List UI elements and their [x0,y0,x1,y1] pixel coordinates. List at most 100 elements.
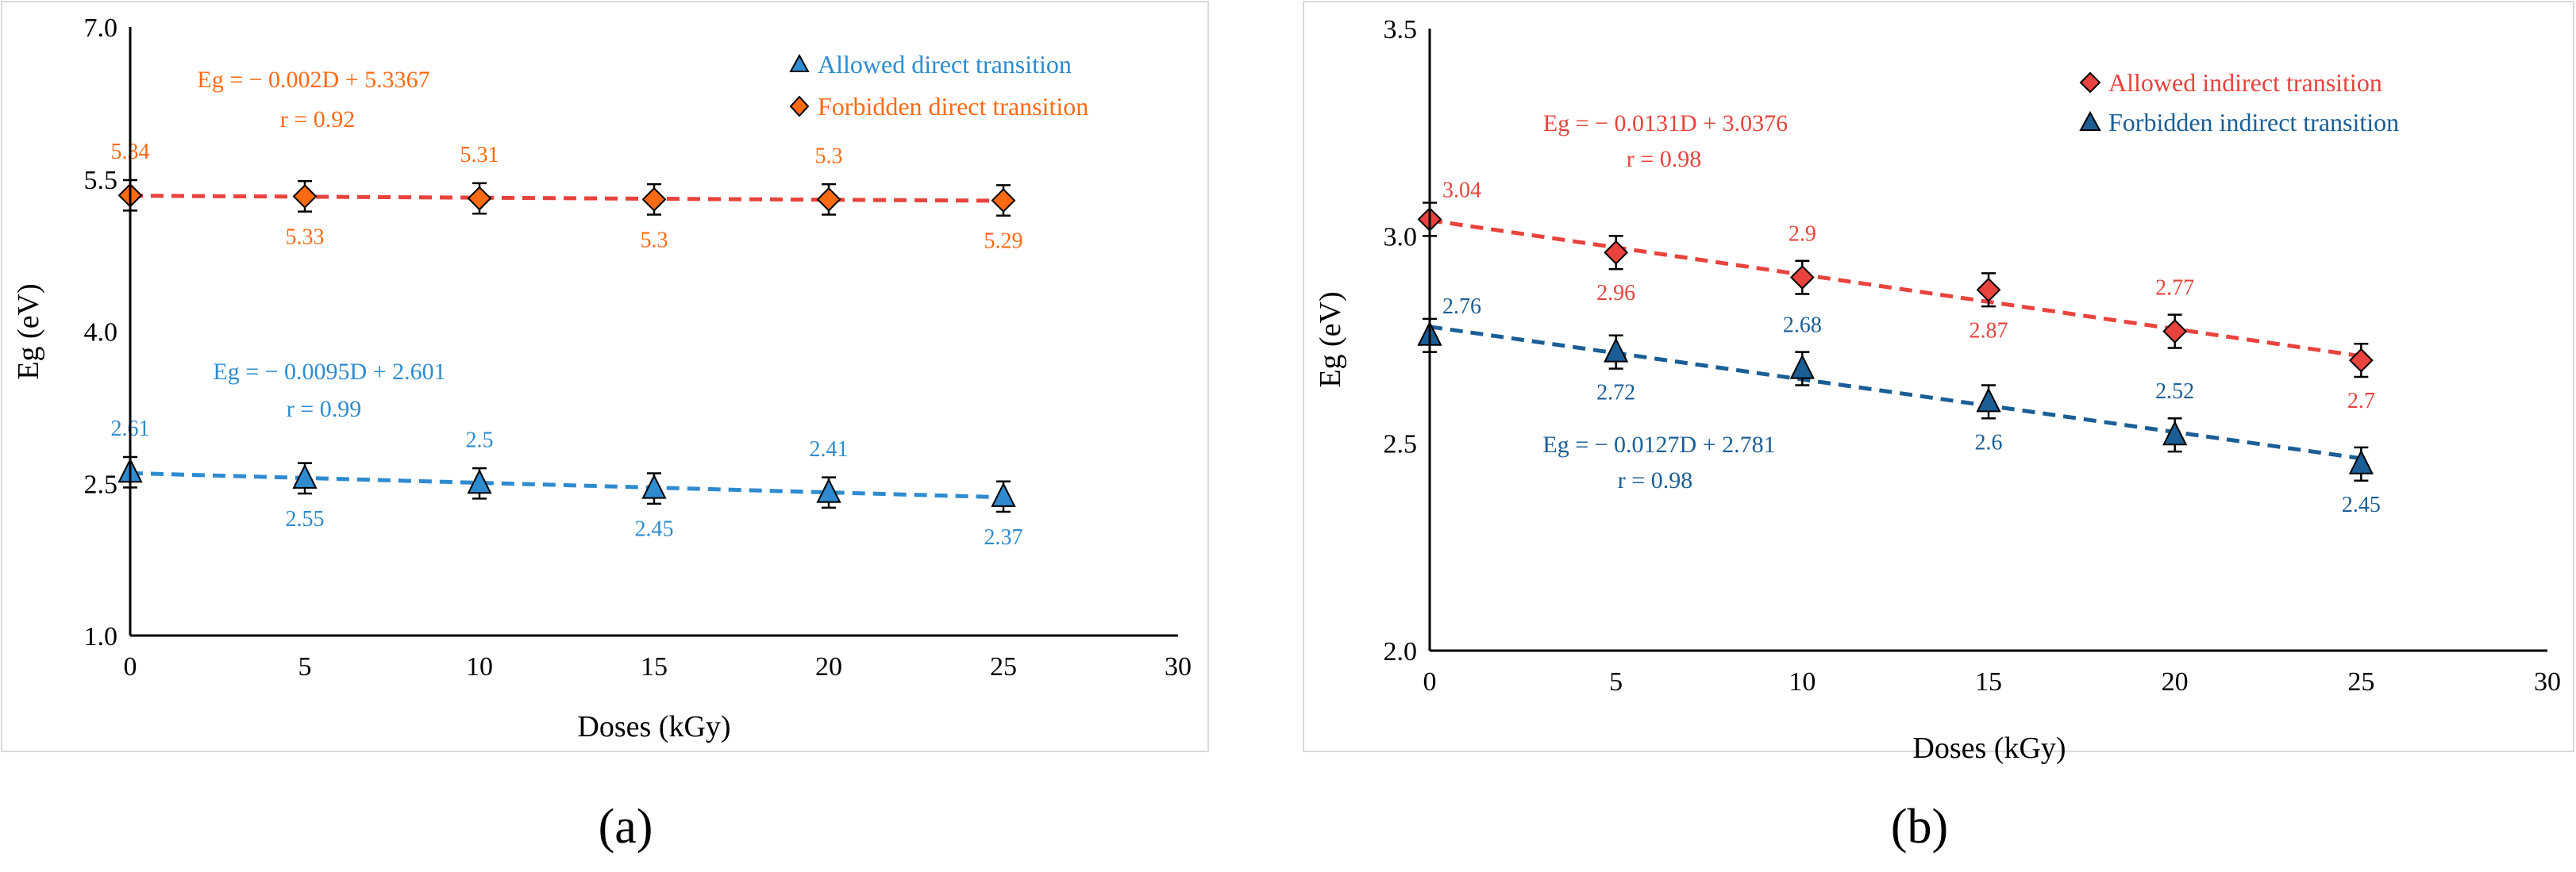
data-label: 2.37 [984,525,1023,550]
data-label: 2.45 [635,517,674,542]
data-point-diamond [467,186,492,211]
data-label: 2.77 [2155,276,2194,301]
data-point-triangle [816,478,841,503]
data-label: 2.45 [2342,493,2381,517]
panel-a-label: (a) [599,800,653,854]
panel-a-legend: Allowed direct transition Forbidden dire… [789,50,1088,121]
data-label: 2.96 [1596,281,1635,305]
data-point-triangle [2348,449,2374,474]
data-label: 2.87 [1970,318,2008,343]
panel-a-x-tick-labels: 0 5 10 15 20 25 30 [124,652,1192,682]
y-tick-label: 3.5 [1384,15,1418,44]
y-tick-label: 3.0 [1384,222,1418,252]
x-tick-label: 10 [1789,667,1816,697]
y-tick-label: 5.5 [84,166,118,195]
data-label: 2.76 [1442,294,1481,319]
x-tick-label: 0 [1423,667,1437,697]
data-label: 2.9 [1789,222,1816,247]
data-point-triangle [2162,420,2188,446]
x-tick-label: 30 [2534,667,2561,697]
data-point-diamond [292,184,318,209]
panel-a-y-axis-title: Eg (eV) [12,283,45,379]
trend-line [1429,218,2362,359]
trend-line [129,471,1004,500]
panel-a-x-axis-title: Doses (kGy) [577,710,730,743]
x-tick-label: 10 [466,652,493,682]
triangle-marker-icon [789,53,810,72]
data-label: 2.72 [1596,381,1635,405]
legend-label-allowed-indirect: Allowed indirect transition [2108,68,2382,97]
panel-a-r-allowed: r = 0.99 [287,396,361,422]
diamond-marker-icon [2079,71,2101,94]
panel-b-r-allowed: r = 0.98 [1627,146,1701,172]
y-tick-label: 2.5 [84,470,118,499]
data-point-diamond [991,188,1016,213]
x-tick-label: 0 [124,652,137,682]
data-point-triangle [991,482,1016,507]
data-point-diamond [1789,265,1815,290]
panel-b-legend: Allowed indirect transition Forbidden in… [2079,68,2399,136]
data-point-diamond [2162,319,2188,344]
data-point-triangle [1976,387,2001,413]
x-tick-label: 20 [815,652,842,682]
data-label: 3.04 [1442,178,1481,202]
data-point-triangle [1604,337,1629,363]
x-tick-label: 5 [1609,667,1623,697]
data-point-diamond [816,186,841,212]
y-tick-label: 2.0 [1384,637,1418,666]
x-tick-label: 30 [1165,652,1192,682]
data-label: 5.3 [815,144,843,168]
panel-a-equation-allowed: Eg = − 0.0095D + 2.601 [213,359,445,385]
data-label: 5.29 [984,229,1023,254]
data-label: 5.3 [641,228,668,252]
panel-b-y-tick-labels: 2.0 2.5 3.0 3.5 [1384,15,1418,666]
x-tick-label: 5 [298,652,312,682]
data-label: 5.33 [286,225,325,249]
legend-label-forbidden-indirect: Forbidden indirect transition [2108,108,2399,136]
data-label: 2.41 [810,437,849,462]
panel-b: 2.0 2.5 3.0 3.5 0 5 10 15 20 25 30 3.04 2.96 2.9 2.8… [1303,1,2574,854]
panel-a-r-forbidden: r = 0.92 [280,106,355,133]
data-label: 2.55 [286,507,325,532]
data-label: 2.5 [466,428,494,452]
data-label: 2.52 [2155,379,2194,404]
legend-item-allowed-indirect: Allowed indirect transition [2079,68,2382,97]
panel-a-fits [129,194,1004,500]
panel-a: 1.02.54.05.57.0 0 5 10 15 20 25 30 2.612.552.5… [1,1,1209,854]
panel-b-equation-allowed: Eg = − 0.0131D + 3.0376 [1543,110,1788,136]
data-point-diamond [641,186,667,212]
data-label: 5.31 [460,143,499,167]
data-label: 2.7 [2347,389,2375,413]
x-tick-label: 20 [2162,667,2189,697]
data-point-diamond [1976,277,2001,302]
x-tick-label: 25 [2347,667,2374,697]
legend-label-allowed-direct: Allowed direct transition [818,50,1072,79]
data-label: 2.6 [1975,430,2003,455]
y-tick-label: 4.0 [84,318,118,348]
panel-b-marks: 3.04 2.96 2.9 2.87 2.77 2.7 2.76 2.72 2.68 2.6 2.5… [1417,178,2381,517]
trend-line [129,194,1004,203]
trend-line [1429,325,2362,461]
data-point-triangle [641,474,667,499]
legend-item-forbidden-indirect: Forbidden indirect transition [2079,108,2399,136]
x-tick-label: 15 [1975,667,2002,697]
diamond-marker-icon [789,95,810,117]
panel-a-y-tick-labels: 1.0 2.5 4.0 5.5 7.0 [84,13,118,651]
panel-b-y-axis-title: Eg (eV) [1314,291,1347,387]
legend-item-allowed-direct: Allowed direct transition [789,50,1072,79]
panel-b-r-forbidden: r = 0.98 [1618,467,1692,494]
data-point-diamond [2348,348,2374,373]
legend-label-forbidden-direct: Forbidden direct transition [818,92,1088,121]
panel-a-frame [1,1,1209,752]
x-tick-label: 25 [990,652,1017,682]
data-point-triangle [467,469,492,494]
x-tick-label: 15 [641,652,668,682]
panel-a-equation-forbidden: Eg = − 0.002D + 5.3367 [197,67,429,93]
data-point-triangle [292,463,318,489]
panel-b-fits [1429,218,2362,461]
y-tick-label: 1.0 [84,622,118,651]
panel-b-x-tick-labels: 0 5 10 15 20 25 30 [1423,667,2562,697]
data-point-diamond [1604,240,1629,265]
panel-b-x-axis-title: Doses (kGy) [1912,732,2066,765]
